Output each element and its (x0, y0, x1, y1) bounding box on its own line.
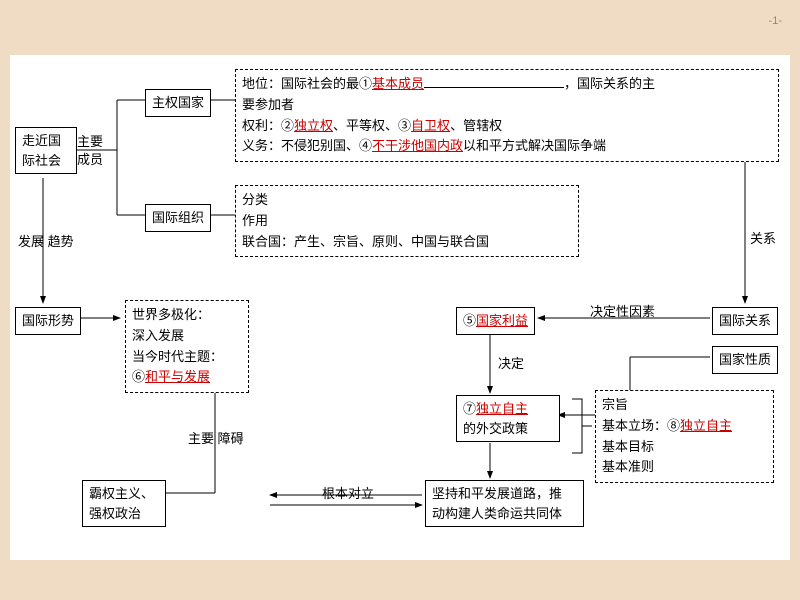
label-decide: 决定 (498, 355, 524, 373)
node-state-nature: 国家性质 (712, 346, 778, 374)
page-number: -1- (769, 15, 782, 27)
node-national-interest: ⑤国家利益 (456, 307, 535, 335)
label-fundamental-opp: 根本对立 (322, 485, 374, 503)
dbox-sovereign-details: 地位：国际社会的最①基本成员，国际关系的主 要参加者 权利：②独立权、平等权、③… (235, 69, 779, 162)
node-hegemony: 霸权主义、强权政治 (82, 480, 166, 527)
node-sovereign-state: 主权国家 (145, 89, 211, 117)
node-intl-society: 走近国际社会 (15, 127, 77, 174)
dbox-intl-org-details: 分类作用联合国：产生、宗旨、原则、中国与联合国 (235, 185, 579, 257)
label-main-obstacle: 主要 障碍 (188, 430, 244, 448)
node-intl-org: 国际组织 (145, 204, 211, 232)
label-decisive: 决定性因素 (590, 303, 655, 321)
node-foreign-policy: ⑦独立自主的外交政策 (456, 395, 560, 442)
label-main-member: 主要成员 (77, 133, 103, 169)
node-intl-relations: 国际关系 (712, 307, 778, 335)
dbox-world-trend: 世界多极化：深入发展当今时代主题： ⑥和平与发展 (125, 300, 249, 393)
dbox-policy-details: 宗旨 基本立场：⑧独立自主 基本目标基本准则 (595, 390, 774, 483)
diagram-slide: 走近国际社会 主权国家 国际组织 国际形势 国际关系 国家性质 ⑤国家利益 ⑦独… (10, 55, 790, 560)
node-intl-situation: 国际形势 (15, 307, 81, 335)
node-peace-road: 坚持和平发展道路，推动构建人类命运共同体 (425, 480, 584, 527)
label-relation: 关系 (750, 230, 776, 248)
label-dev-trend: 发展 趋势 (18, 233, 74, 251)
